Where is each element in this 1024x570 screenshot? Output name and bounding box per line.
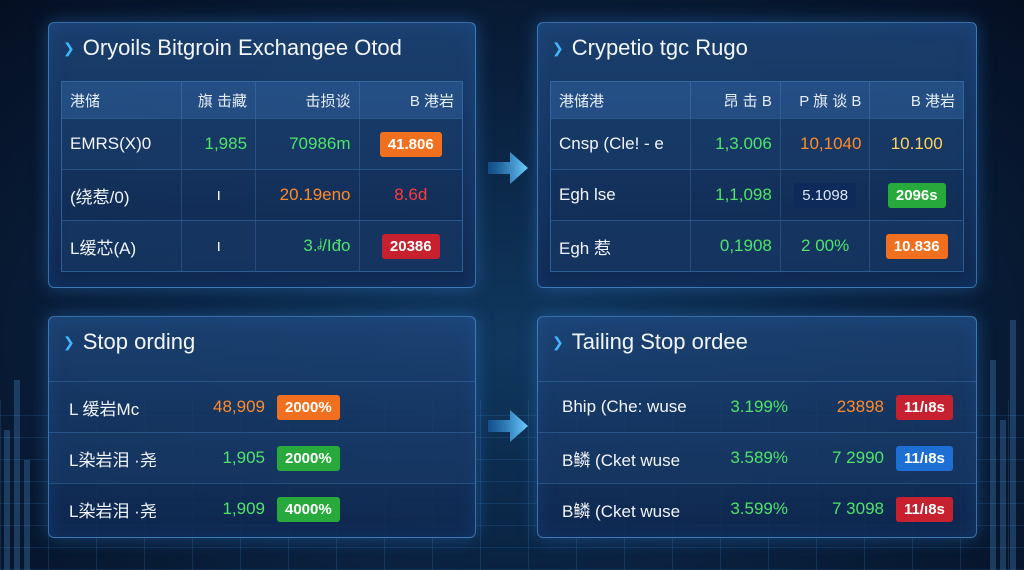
exchange-panel-title: ❯ Oryoils Bitgroin Exchangee Otod	[63, 35, 402, 60]
title-marker-icon: ❯	[552, 39, 564, 56]
price-value: ı	[181, 170, 255, 220]
list-item[interactable]: L染岩泪 ·尧 1,909 4000%	[49, 483, 475, 534]
order-name: Bhip (Che: wuse	[562, 397, 687, 416]
order-value: 7 2990	[832, 448, 884, 467]
background-bars-left	[0, 270, 40, 570]
column-header[interactable]: 港储港	[559, 92, 605, 110]
order-value: 7 3098	[832, 499, 884, 518]
list-item[interactable]: B鳞 (Cket wuse 3.599% 7 3098 11/ı8s	[538, 483, 976, 534]
order-badge: 11/ı8s	[896, 394, 953, 420]
exchange-panel: ❯ Oryoils Bitgroin Exchangee Otod 港储 旗 击…	[48, 22, 476, 288]
column-header[interactable]: 击损谈	[255, 82, 358, 118]
table-row[interactable]: L缓芯(A) ı 3.ᶨ/Iđo 20386	[62, 220, 462, 271]
asset-name: Egh 惹	[559, 238, 611, 258]
column-header[interactable]: 昂 击 B	[690, 82, 780, 118]
price-value: 1,985	[181, 119, 255, 169]
order-badge: 2000%	[277, 445, 340, 471]
column-header[interactable]: P 旗 谈 B	[779, 82, 870, 118]
table-row[interactable]: (绕惹/0) ı 20.19eno 8.6d	[62, 169, 462, 220]
column-header[interactable]: 港储	[70, 92, 101, 110]
volume-value: 10,1040	[779, 119, 870, 169]
list-item[interactable]: Bhip (Che: wuse 3.199% 23898 11/ı8s	[538, 381, 976, 432]
order-badge: 11/ı8s	[896, 445, 953, 471]
column-header[interactable]: B 港岩	[358, 82, 462, 118]
table-row[interactable]: EMRS(X)0 1,985 70986m 41.806	[62, 118, 462, 169]
order-price: 1,905	[222, 448, 265, 467]
crypto-table: 港储港 昂 击 B P 旗 谈 B B 港岩 Cnsp (Cle! - e 1,…	[550, 81, 964, 272]
price-value: 0,1908	[690, 221, 780, 271]
background-bars-right	[984, 270, 1024, 570]
exchange-table: 港储 旗 击藏 击损谈 B 港岩 EMRS(X)0 1,985 70986m 4…	[61, 81, 463, 272]
table-header: 港储港 昂 击 B P 旗 谈 B B 港岩	[551, 82, 963, 118]
asset-name: Cnsp (Cle! - e	[559, 134, 664, 153]
change-badge: 41.806	[379, 131, 442, 157]
list-item[interactable]: B鳞 (Cket wuse 3.589% 7 2990 11/ı8s	[538, 432, 976, 483]
change-badge: 10.836	[885, 233, 948, 259]
change-value: 8.6d	[358, 170, 462, 220]
order-badge: 4000%	[277, 496, 340, 522]
order-name: B鳞 (Cket wuse	[562, 450, 681, 470]
volume-value: 3.ᶨ/Iđo	[255, 221, 358, 271]
title-marker-icon: ❯	[63, 333, 75, 350]
order-percent: 3.199%	[730, 397, 788, 416]
order-price: 48,909	[213, 397, 265, 416]
table-row[interactable]: Egh 惹 0,1908 2 00% 10.836	[551, 220, 963, 271]
asset-name: EMRS(X)0	[70, 134, 152, 153]
column-header[interactable]: B 港岩	[869, 82, 963, 118]
order-price: 1,909	[222, 499, 265, 518]
list-item[interactable]: L 缓岩Mc 48,909 2000%	[49, 381, 475, 432]
table-row[interactable]: Cnsp (Cle! - e 1,3.006 10,1040 10.100	[551, 118, 963, 169]
change-badge: 2096s	[887, 182, 946, 208]
order-badge: 11/ı8s	[896, 496, 953, 522]
price-value: ı	[181, 221, 255, 271]
stop-order-panel: ❯ Stop ording L 缓岩Mc 48,909 2000% L染岩泪 ·…	[48, 316, 476, 538]
trailing-stop-panel: ❯ Tailing Stop ordee Bhip (Che: wuse 3.1…	[537, 316, 977, 538]
asset-name: L缓芯(A)	[70, 238, 137, 258]
price-value: 1,1,098	[690, 170, 780, 220]
table-header: 港储 旗 击藏 击损谈 B 港岩	[62, 82, 462, 118]
change-value: 10.100	[869, 119, 963, 169]
asset-name: (绕惹/0)	[70, 187, 130, 207]
stop-order-list: L 缓岩Mc 48,909 2000% L染岩泪 ·尧 1,905 2000% …	[49, 381, 475, 534]
order-badge: 2000%	[277, 394, 340, 420]
volume-badge: 5.1098	[794, 182, 857, 208]
order-percent: 3.589%	[730, 448, 788, 467]
crypto-panel: ❯ Crypetio tgc Rugo 港储港 昂 击 B P 旗 谈 B B …	[537, 22, 977, 288]
change-badge: 20386	[381, 233, 440, 259]
price-value: 1,3.006	[690, 119, 780, 169]
list-item[interactable]: L染岩泪 ·尧 1,905 2000%	[49, 432, 475, 483]
volume-value: 20.19eno	[255, 170, 358, 220]
order-name: L染岩泪 ·尧	[69, 501, 157, 521]
asset-name: Egh lse	[559, 185, 616, 204]
crypto-panel-title: ❯ Crypetio tgc Rugo	[552, 35, 748, 60]
order-percent: 3.599%	[730, 499, 788, 518]
volume-value: 2 00%	[779, 221, 870, 271]
order-value: 23898	[836, 397, 884, 416]
order-name: L染岩泪 ·尧	[69, 450, 157, 470]
arrow-right-icon	[488, 152, 528, 184]
order-name: B鳞 (Cket wuse	[562, 501, 681, 521]
volume-value: 70986m	[255, 119, 358, 169]
title-marker-icon: ❯	[552, 333, 564, 350]
trailing-stop-panel-title: ❯ Tailing Stop ordee	[552, 329, 748, 354]
arrow-right-icon	[488, 410, 528, 442]
order-name: L 缓岩Mc	[69, 399, 140, 419]
trailing-stop-list: Bhip (Che: wuse 3.199% 23898 11/ı8s B鳞 (…	[538, 381, 976, 534]
title-marker-icon: ❯	[63, 39, 75, 56]
stop-order-panel-title: ❯ Stop ording	[63, 329, 196, 354]
table-row[interactable]: Egh lse 1,1,098 5.1098 2096s	[551, 169, 963, 220]
column-header[interactable]: 旗 击藏	[181, 82, 255, 118]
